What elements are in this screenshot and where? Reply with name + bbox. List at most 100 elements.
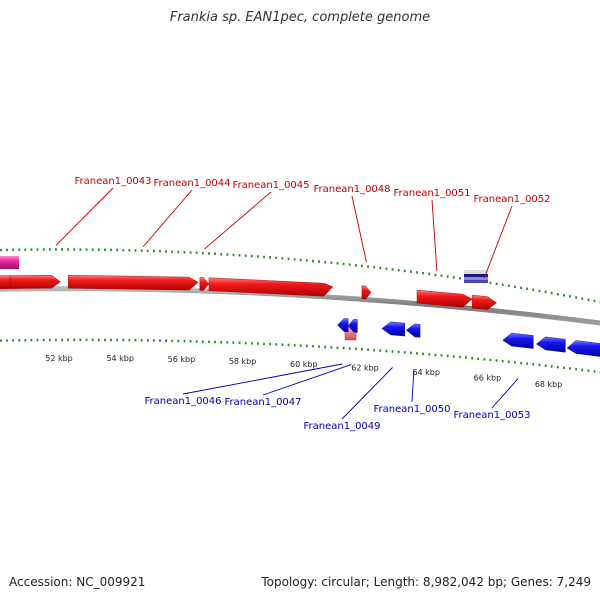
minor-tick (532, 288, 535, 292)
minor-tick (305, 259, 308, 262)
minor-tick (171, 250, 174, 253)
gene-callout-line (431, 199, 438, 272)
minor-tick (208, 340, 210, 344)
minor-tick (146, 249, 149, 253)
gene-callout-line (483, 205, 513, 279)
minor-tick (36, 338, 39, 342)
minor-tick (520, 361, 522, 365)
gene-label: Franean1_0051 (393, 188, 470, 199)
minor-tick (257, 342, 259, 345)
minor-tick (24, 248, 27, 251)
minor-tick (110, 338, 112, 342)
minor-tick (189, 251, 192, 254)
minor-tick (91, 248, 94, 251)
minor-tick (428, 272, 431, 276)
minor-tick (73, 248, 76, 251)
scale-label: 60 kbp (290, 360, 318, 369)
scale-label: 52 kbp (45, 354, 73, 363)
minor-tick (42, 338, 45, 342)
minor-tick (281, 257, 284, 260)
minor-tick (410, 351, 412, 355)
minor-tick (238, 341, 241, 345)
stacked-feature (464, 270, 488, 283)
minor-tick (593, 299, 596, 303)
minor-tick (61, 248, 63, 251)
gene-callout-line (182, 363, 343, 395)
minor-tick (6, 248, 8, 252)
minor-tick (97, 338, 100, 342)
minor-tick (575, 367, 578, 371)
minor-tick (428, 353, 431, 356)
minor-tick (85, 248, 88, 251)
minor-tick (452, 276, 455, 279)
minor-tick (134, 249, 137, 252)
minor-tick (36, 248, 39, 251)
gene-arrow-forward (361, 285, 372, 300)
minor-tick (79, 248, 82, 251)
minor-tick (152, 339, 155, 342)
minor-tick (312, 345, 314, 348)
gene-arrow-reverse (566, 340, 600, 357)
minor-tick (532, 363, 535, 366)
gene-label: Franean1_0053 (453, 410, 530, 421)
minor-tick (391, 268, 394, 271)
minor-tick (244, 341, 247, 345)
minor-tick (281, 343, 284, 346)
minor-tick (263, 255, 265, 259)
minor-tick (495, 282, 498, 286)
gene-callout-line (411, 369, 415, 403)
gene-arrow-forward (208, 277, 334, 297)
minor-tick (305, 344, 308, 348)
gene-label: Franean1_0045 (232, 180, 309, 191)
gene-labels: Franean1_0043 Franean1_0044 Franean1_0045 F… (55, 176, 551, 432)
minor-tick (116, 338, 119, 342)
minor-tick (30, 248, 33, 251)
minor-tick (104, 338, 106, 342)
minor-tick (67, 248, 70, 251)
minor-tick (275, 343, 278, 346)
minor-tick (342, 346, 345, 350)
minor-tick (152, 249, 155, 253)
minor-tick (250, 342, 253, 345)
minor-tick (373, 266, 376, 269)
minor-tick (507, 360, 510, 364)
minor-tick (538, 289, 541, 293)
minor-tick (452, 355, 455, 358)
minor-tick (440, 354, 443, 357)
minor-tick (361, 264, 363, 268)
minor-tick (128, 338, 131, 342)
gene-arrow-reverse (536, 336, 566, 353)
gene-callout-line (142, 189, 193, 247)
gene-label: Franean1_0048 (313, 184, 390, 195)
minor-tick (434, 353, 437, 357)
gene-arrow-forward (416, 289, 473, 308)
minor-tick (220, 340, 223, 344)
gene-callout-line (55, 187, 114, 246)
gene-label: Franean1_0043 (74, 176, 151, 187)
minor-tick (140, 339, 143, 342)
minor-tick (330, 261, 333, 264)
minor-tick (501, 359, 504, 363)
minor-tick (0, 339, 2, 342)
minor-tick (55, 338, 57, 342)
minor-tick (507, 284, 510, 288)
minor-tick (324, 345, 327, 349)
minor-tick (434, 273, 437, 277)
minor-tick (489, 358, 492, 362)
scale-labels: 52 kbp 54 kbp 56 kbp 58 kbp 60 kbp 62 kbp 64 k… (45, 354, 562, 389)
minor-tick (110, 248, 112, 252)
scale-label: 54 kbp (106, 354, 134, 363)
scale-label: 68 kbp (535, 380, 563, 389)
scale-label: 64 kbp (412, 368, 440, 377)
minor-tick (6, 339, 8, 342)
minor-tick (97, 248, 100, 251)
inner-tick-track (0, 338, 600, 374)
scale-label: 56 kbp (168, 355, 196, 364)
minor-tick (587, 298, 590, 302)
minor-tick (581, 297, 584, 300)
minor-tick (134, 338, 137, 342)
minor-tick (269, 256, 272, 259)
gene-arrow-forward (199, 277, 210, 291)
minor-tick (379, 266, 382, 270)
minor-tick (416, 352, 418, 355)
